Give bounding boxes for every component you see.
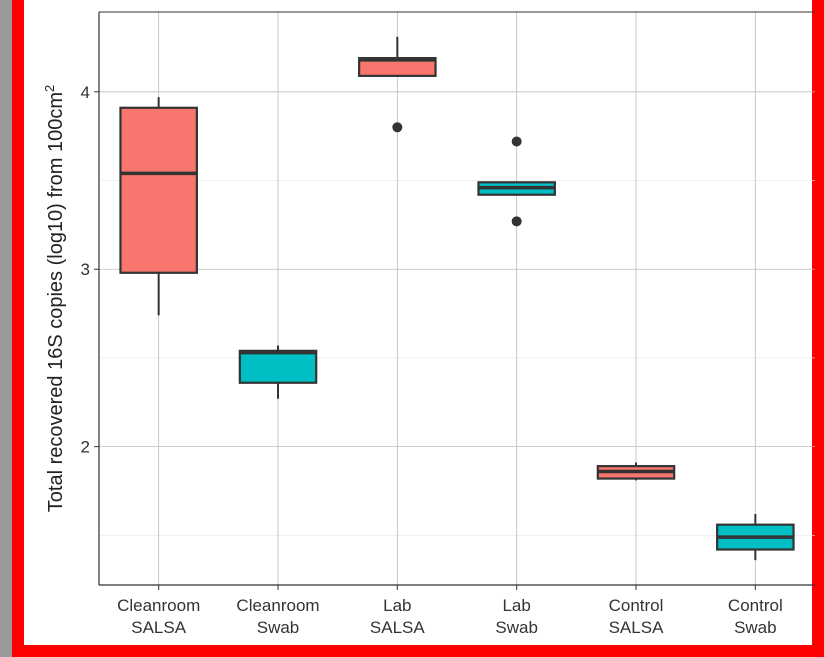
- chart: 234CleanroomSALSACleanroomSwabLabSALSALa…: [0, 0, 824, 657]
- box: [120, 108, 196, 273]
- box: [240, 351, 316, 383]
- y-tick-label: 4: [81, 83, 90, 102]
- y-label-text: Total recovered 16S copies (log10) from …: [45, 92, 67, 512]
- outlier: [512, 137, 522, 147]
- background-strip: [0, 0, 12, 657]
- outlier: [392, 122, 402, 132]
- y-axis-label: Total recovered 16S copies (log10) from …: [42, 85, 67, 512]
- frame: [18, 0, 818, 651]
- y-label-superscript: 2: [42, 85, 57, 92]
- y-tick-label: 3: [81, 260, 90, 279]
- outlier: [512, 216, 522, 226]
- y-tick-label: 2: [81, 438, 90, 457]
- page: {"chart_data": {"type": "box", "y_label"…: [0, 0, 824, 657]
